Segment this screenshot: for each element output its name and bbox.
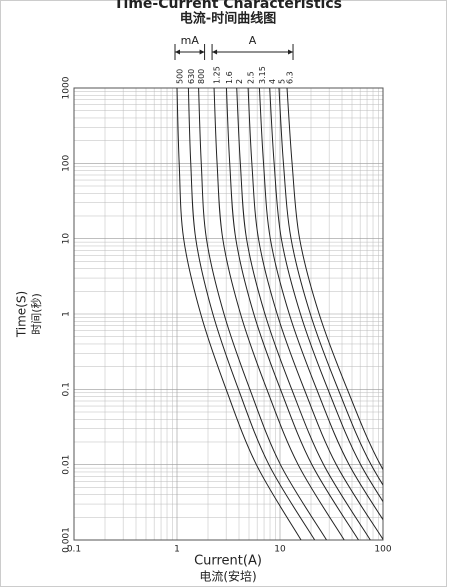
legend-label: 5 bbox=[277, 79, 286, 84]
chart-title: Time-Current Characteristics bbox=[114, 0, 342, 12]
x-tick-label: 10 bbox=[274, 545, 286, 555]
fuse-curve bbox=[286, 88, 383, 471]
x-axis-sublabel: 电流(安培) bbox=[199, 569, 256, 584]
y-tick-label: 0.1 bbox=[62, 382, 72, 396]
y-tick-label: 10 bbox=[62, 233, 72, 245]
legend-label: 2 bbox=[235, 79, 244, 84]
legend-label: 3.15 bbox=[258, 66, 267, 84]
fuse-curve bbox=[213, 88, 345, 540]
legend-label: 800 bbox=[197, 69, 206, 84]
fuse-curve bbox=[278, 88, 383, 487]
y-tick-label: 0.01 bbox=[62, 455, 72, 475]
legend-label: 630 bbox=[187, 69, 196, 84]
fuse-curve bbox=[247, 88, 383, 540]
fuse-curve bbox=[187, 88, 316, 540]
y-tick-label: 1 bbox=[62, 311, 72, 317]
fuse-curve bbox=[176, 88, 302, 540]
fuse-curve bbox=[258, 88, 383, 521]
curves bbox=[176, 88, 383, 540]
chart-subtitle: 电流-时间曲线图 bbox=[180, 11, 276, 27]
y-tick-label: 100 bbox=[62, 154, 72, 171]
fuse-curve bbox=[198, 88, 327, 540]
fuse-curve bbox=[236, 88, 371, 540]
y-axis-label: Time(S) bbox=[15, 291, 29, 338]
y-tick-label: 1000 bbox=[62, 76, 72, 99]
x-tick-label: 0.1 bbox=[67, 545, 81, 555]
y-tick-label: 0.001 bbox=[62, 527, 72, 553]
fuse-curve bbox=[269, 88, 383, 503]
unit-label: A bbox=[249, 34, 257, 47]
legend-label: 4 bbox=[268, 79, 277, 84]
x-axis-label: Current(A) bbox=[194, 554, 262, 569]
legend-label: 1.6 bbox=[225, 71, 234, 84]
x-tick-label: 1 bbox=[174, 545, 180, 555]
plot-border bbox=[73, 87, 384, 541]
legend-label: 1.25 bbox=[213, 66, 222, 84]
legend-label: 500 bbox=[176, 69, 185, 84]
unit-label: mA bbox=[181, 34, 200, 47]
y-axis-sublabel: 时间(秒) bbox=[29, 293, 43, 335]
legend-label: 2.5 bbox=[247, 71, 256, 84]
fuse-curve bbox=[225, 88, 359, 540]
legend-label: 6.3 bbox=[286, 71, 295, 84]
x-tick-label: 100 bbox=[374, 545, 391, 555]
